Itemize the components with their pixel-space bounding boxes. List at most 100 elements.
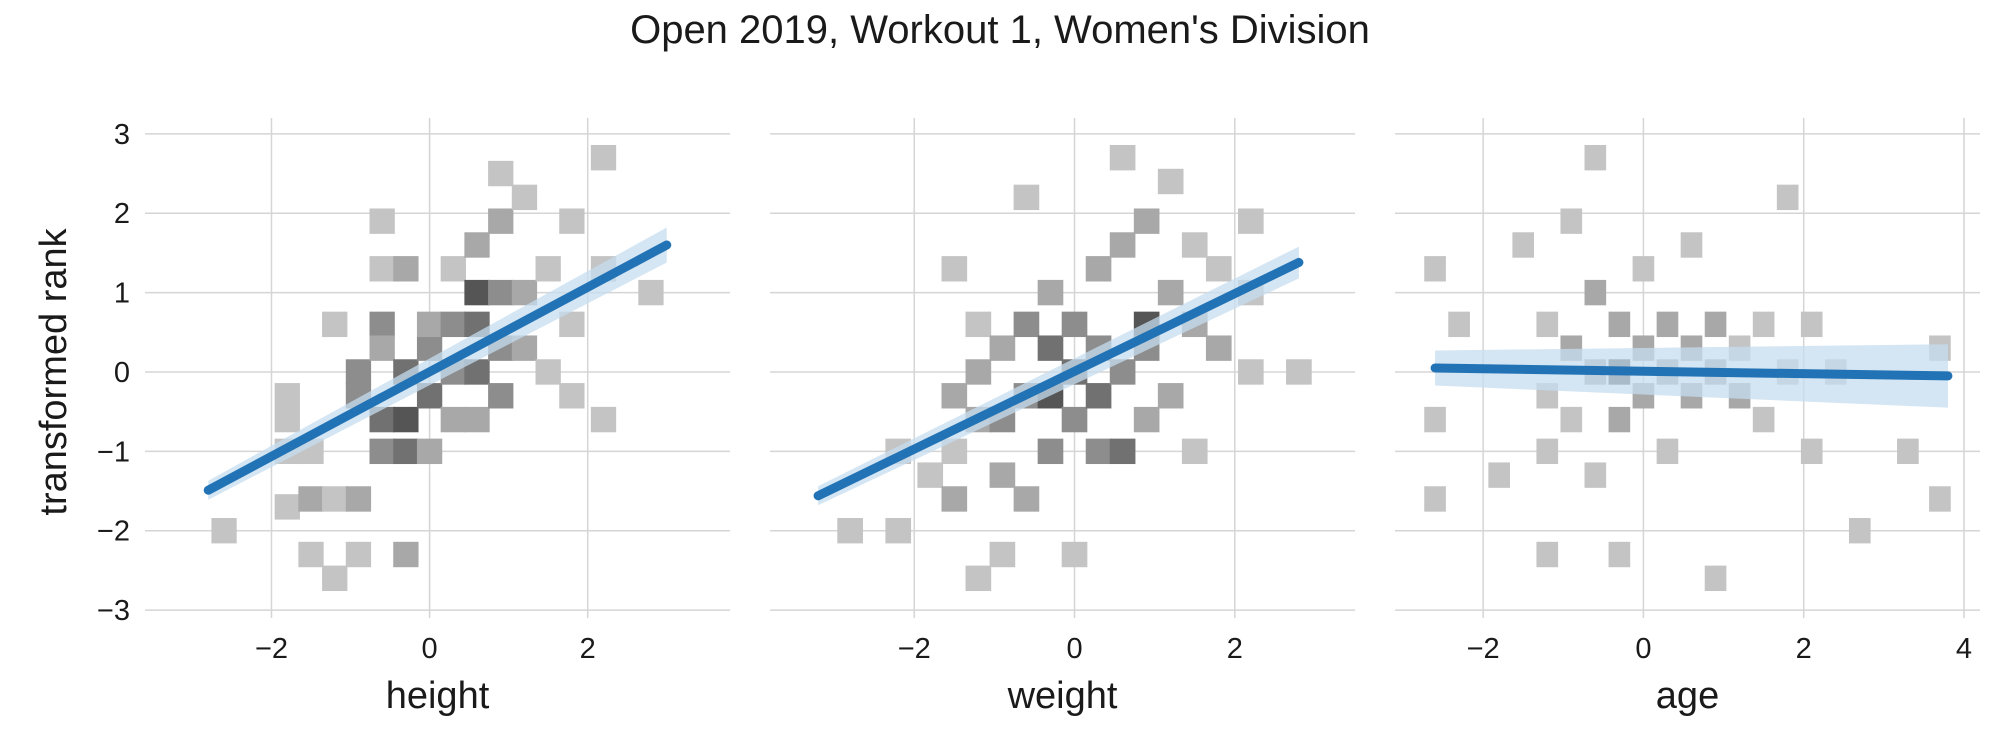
histogram-bin (488, 208, 514, 234)
histogram-bin (1608, 406, 1631, 433)
histogram-bin (488, 383, 514, 409)
histogram-bin (1061, 541, 1088, 568)
histogram-bin (369, 256, 395, 282)
histogram-bin (322, 311, 348, 338)
histogram-bin (322, 565, 348, 592)
histogram-bin (1536, 541, 1559, 568)
histogram-bin (322, 486, 348, 512)
histogram-bin (298, 486, 324, 512)
histogram-bin (345, 486, 372, 512)
histogram-bin (511, 184, 538, 211)
histogram-bin (1109, 144, 1136, 171)
histogram-bin (416, 438, 443, 465)
histogram-bin (345, 541, 372, 568)
x-axis-label: age (1656, 675, 1719, 717)
histogram-bin (1680, 232, 1703, 258)
histogram-bin (1929, 486, 1951, 512)
histogram-bin (440, 311, 466, 338)
histogram-bin (464, 279, 490, 306)
y-tick-label: −3 (97, 595, 130, 627)
histogram-bin (837, 518, 863, 544)
histogram-bin (1632, 256, 1655, 282)
histogram-bin (1560, 208, 1583, 234)
histogram-bin (1584, 279, 1607, 306)
histogram-bin (638, 279, 664, 306)
histogram-bin (941, 256, 968, 282)
histogram-bin (1205, 335, 1232, 361)
histogram-bin (1848, 518, 1871, 544)
histogram-bin (1085, 438, 1112, 465)
x-tick-label: 0 (1635, 633, 1651, 665)
histogram-bin (274, 494, 300, 520)
histogram-bin (965, 565, 992, 592)
x-tick-label: 4 (1956, 633, 1972, 665)
x-tick-label: 0 (1066, 633, 1082, 665)
histogram-bin (488, 279, 514, 306)
histogram-bin (464, 232, 490, 258)
histogram-bin (1013, 486, 1040, 512)
histogram-bin (345, 359, 372, 385)
histogram-bin (274, 406, 300, 433)
histogram-bin (511, 279, 538, 306)
histogram-bin (1157, 279, 1184, 306)
histogram-bin (885, 518, 912, 544)
histogram-bin (1584, 144, 1607, 171)
histogram-bin (1752, 406, 1775, 433)
histogram-bin (1897, 438, 1919, 465)
x-axis-label: weight (1007, 675, 1118, 717)
histogram-bin (1656, 438, 1679, 465)
histogram-bin (941, 383, 968, 409)
histogram-bin (1424, 256, 1446, 282)
histogram-bin (274, 383, 300, 409)
histogram-bin (393, 438, 419, 465)
histogram-bin (535, 256, 561, 282)
x-tick-label: 2 (1796, 633, 1812, 665)
histogram-bin (590, 406, 617, 433)
regression-line (1430, 363, 1953, 381)
histogram-bin (1776, 184, 1799, 211)
histogram-bin (1584, 462, 1607, 488)
histogram-bin (488, 160, 514, 187)
histogram-bin (590, 144, 617, 171)
histogram-bin (440, 256, 466, 282)
histogram-bin (1608, 541, 1631, 568)
histogram-bin (464, 406, 490, 433)
histogram-bin (559, 383, 585, 409)
histogram-bin (1512, 232, 1535, 258)
histogram-bin (1037, 279, 1064, 306)
histogram-bin (1238, 208, 1264, 234)
histogram-bin (1536, 438, 1559, 465)
histogram-bin (440, 406, 466, 433)
histogram-bin (989, 541, 1016, 568)
histogram-bin (1181, 438, 1208, 465)
histogram-bin (1448, 311, 1470, 338)
histogram-bin (1656, 311, 1679, 338)
histogram-bin (393, 256, 419, 282)
histogram-bin (1157, 383, 1184, 409)
x-tick-label: −2 (898, 633, 931, 665)
histogram-bin (1286, 359, 1312, 385)
histogram-bin (211, 518, 237, 544)
histogram-bin (989, 462, 1016, 488)
histogram-bin (941, 486, 968, 512)
x-axis-label: height (386, 675, 490, 717)
histogram-bin (965, 311, 992, 338)
histogram-bin (1800, 311, 1823, 338)
panel-age: −2 0 2 4 age (1395, 118, 1980, 717)
histogram-bin (1238, 359, 1264, 385)
histogram-bin (1704, 565, 1727, 592)
histogram-bin (393, 406, 419, 433)
histogram-bin (1061, 406, 1088, 433)
histogram-bin (1205, 256, 1232, 282)
histogram-bin (1800, 438, 1823, 465)
histogram-bin (1037, 335, 1064, 361)
y-tick-label: 2 (114, 198, 130, 230)
y-tick-label: −2 (97, 516, 130, 548)
histogram-bin (298, 541, 324, 568)
histogram-bin (369, 335, 395, 361)
histogram-bin (369, 438, 395, 465)
histogram-bin (1752, 311, 1775, 338)
histogram-bin (1133, 406, 1160, 433)
histogram-bin (1085, 383, 1112, 409)
